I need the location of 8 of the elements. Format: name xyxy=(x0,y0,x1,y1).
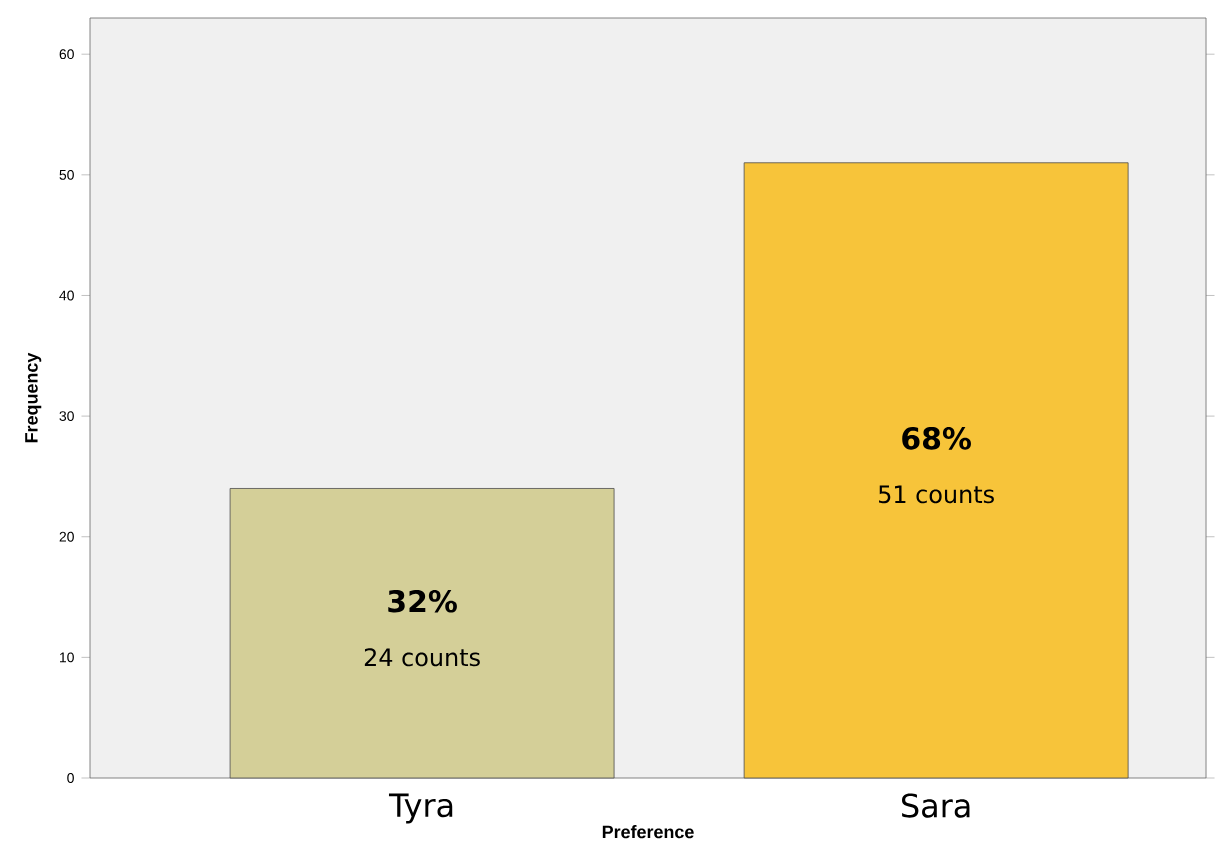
x-tick-label: Sara xyxy=(902,793,970,818)
annotation: 51 counts xyxy=(879,485,994,504)
x-axis-title: Preference xyxy=(602,825,694,839)
annotation: 68% xyxy=(902,427,971,450)
x-tick-label: Tyra xyxy=(388,793,453,824)
y-axis-title: Frequency xyxy=(25,352,42,443)
annotation: 32% xyxy=(388,589,457,613)
annotation: 24 counts xyxy=(364,648,480,667)
